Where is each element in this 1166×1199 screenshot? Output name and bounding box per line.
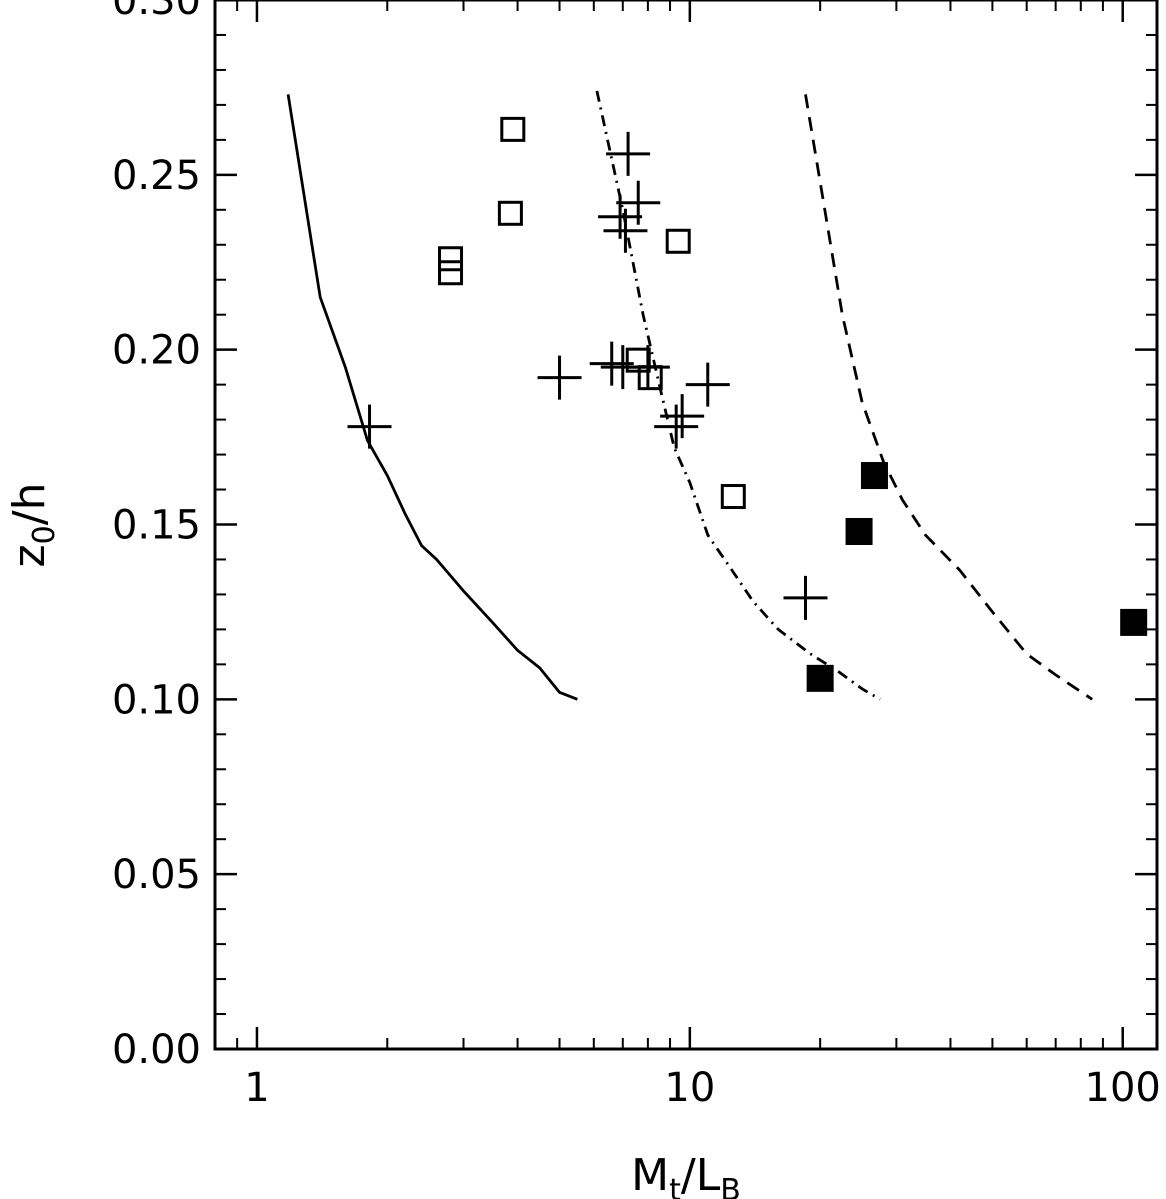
- plus-marker: [660, 394, 705, 439]
- model-curves: [286, 90, 1093, 701]
- open-square-marker: [500, 116, 526, 142]
- open-square-marker: [438, 260, 464, 286]
- x-tick-label: 10: [664, 1065, 715, 1111]
- y-tick-label: 0.30: [112, 0, 201, 24]
- y-axis-ticks: 0.00 0.05 0.10 0.15 0.20 0.25 0.30: [112, 0, 1157, 1073]
- data-markers: [347, 116, 1148, 692]
- plus-marker: [685, 362, 730, 407]
- y-tick-label: 0.25: [112, 153, 201, 199]
- plot-frame: [213, 0, 1159, 1051]
- plus-marker: [606, 131, 651, 176]
- curve-model-solid: [286, 94, 578, 701]
- filled-square-marker: [806, 664, 834, 692]
- x-tick-label: 1: [244, 1065, 269, 1111]
- plus-marker: [783, 575, 828, 620]
- curve-model-dash-dot: [595, 90, 881, 701]
- plus-marker: [603, 208, 648, 253]
- open-square-marker: [637, 365, 663, 391]
- plus-marker: [654, 404, 699, 449]
- x-axis-ticks: 1 10 100: [214, 0, 1161, 1111]
- plus-marker: [347, 404, 392, 449]
- y-tick-label: 0.10: [112, 677, 201, 723]
- filled-square-marker: [845, 517, 873, 545]
- y-tick-label: 0.00: [112, 1027, 201, 1073]
- x-axis-title: Mt/LB: [631, 1150, 741, 1199]
- y-axis-title: z0/h: [4, 483, 62, 568]
- open-square-marker: [438, 246, 464, 272]
- open-square-marker: [497, 200, 523, 226]
- open-square-marker: [720, 484, 746, 510]
- curve-model-dashed: [804, 94, 1093, 701]
- y-tick-label: 0.20: [112, 328, 201, 374]
- x-tick-label: 100: [1085, 1065, 1161, 1111]
- open-square-marker: [665, 228, 691, 254]
- y-tick-label: 0.05: [112, 852, 201, 898]
- filled-square-marker: [1120, 608, 1148, 636]
- y-tick-label: 0.15: [112, 503, 201, 549]
- plus-marker: [537, 355, 582, 400]
- filled-square-marker: [860, 462, 888, 490]
